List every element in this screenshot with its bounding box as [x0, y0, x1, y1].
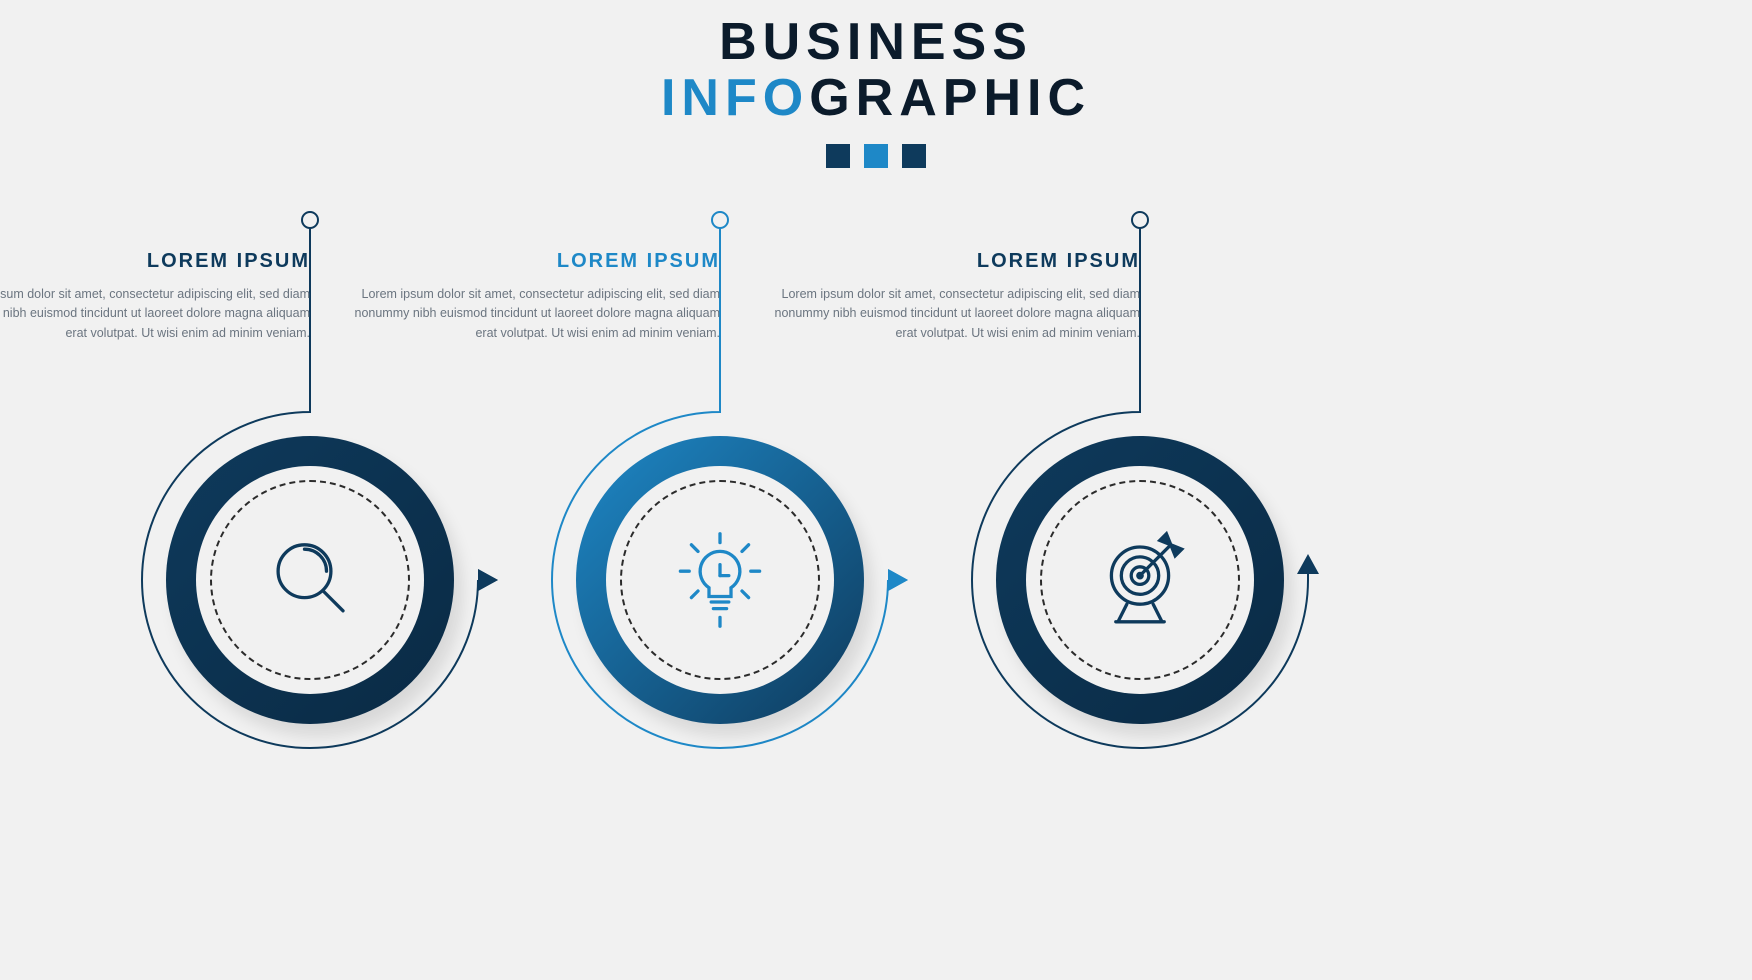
step-3: LOREM IPSUM Lorem ipsum dolor sit amet, … — [760, 250, 1140, 343]
square-3 — [902, 144, 926, 168]
target-icon — [1085, 525, 1195, 635]
step-3-body: Lorem ipsum dolor sit amet, consectetur … — [760, 285, 1140, 343]
square-1 — [826, 144, 850, 168]
step-2-circle — [570, 430, 870, 730]
title-accent: INFO — [661, 69, 809, 127]
step-1-label: LOREM IPSUM — [0, 250, 310, 273]
title-line-2: INFOGRAPHIC — [0, 68, 1752, 128]
title-squares — [0, 144, 1752, 168]
magnifier-icon — [255, 525, 365, 635]
step-3-label: LOREM IPSUM — [760, 250, 1140, 273]
step-3-circle — [990, 430, 1290, 730]
title-block: BUSINESS INFOGRAPHIC — [0, 12, 1752, 168]
step-2-body: Lorem ipsum dolor sit amet, consectetur … — [340, 285, 720, 343]
step-2-label: LOREM IPSUM — [340, 250, 720, 273]
step-1: LOREM IPSUM Lorem ipsum dolor sit amet, … — [0, 250, 310, 343]
step-2: LOREM IPSUM Lorem ipsum dolor sit amet, … — [340, 250, 720, 343]
lightbulb-icon — [665, 525, 775, 635]
title-line-1: BUSINESS — [0, 12, 1752, 72]
steps-container: LOREM IPSUM Lorem ipsum dolor sit amet, … — [0, 200, 1752, 960]
step-1-body: Lorem ipsum dolor sit amet, consectetur … — [0, 285, 310, 343]
square-2 — [864, 144, 888, 168]
title-rest: GRAPHIC — [809, 69, 1091, 127]
step-1-circle — [160, 430, 460, 730]
